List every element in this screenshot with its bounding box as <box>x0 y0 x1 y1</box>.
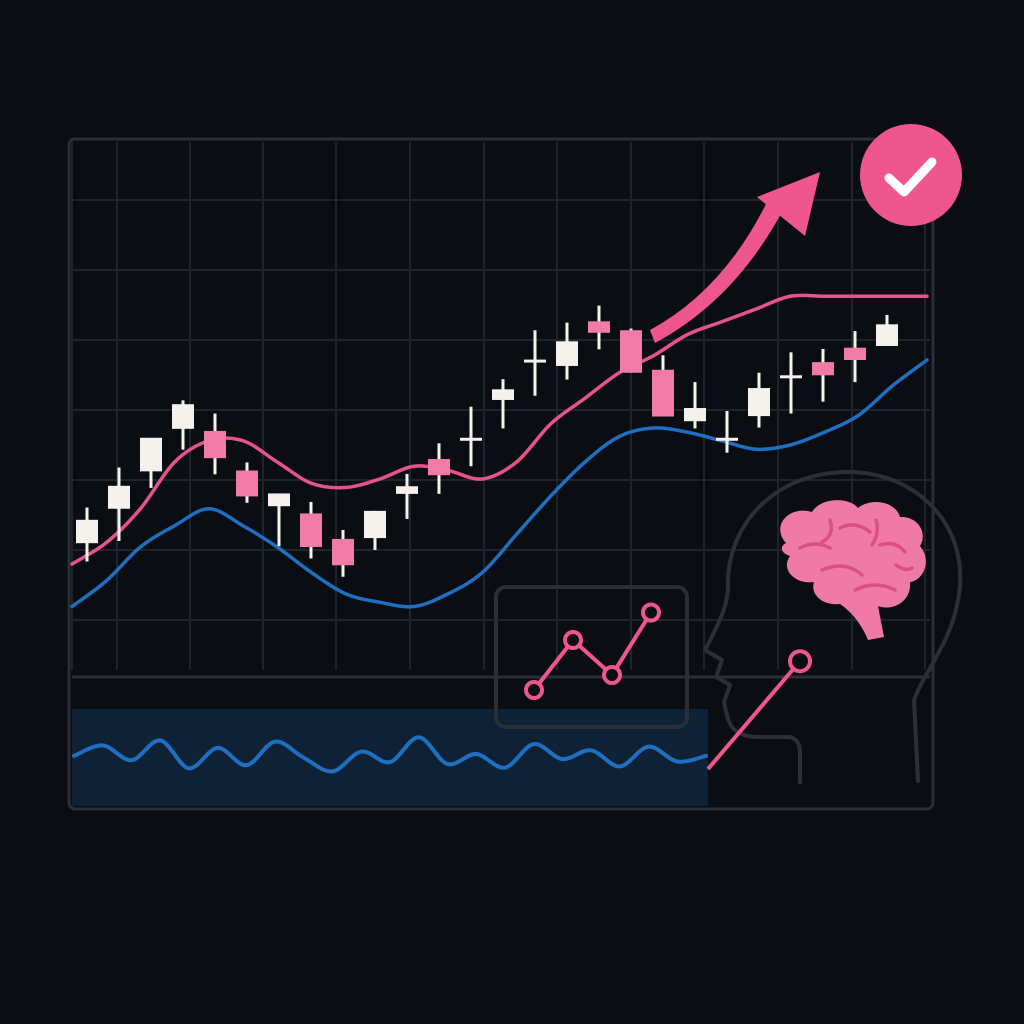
candle-body <box>300 513 322 547</box>
candle-body <box>620 330 642 373</box>
candle-body <box>172 404 194 429</box>
candle-body <box>812 362 834 376</box>
oscillator-panel <box>72 709 708 806</box>
candle <box>716 411 738 453</box>
candle <box>684 382 706 429</box>
candle <box>204 413 226 475</box>
candle-body <box>684 408 706 422</box>
signal-connector <box>706 649 812 771</box>
candle <box>588 305 610 350</box>
candle-body <box>588 321 610 333</box>
brain-icon <box>780 500 926 640</box>
connector-line <box>706 659 802 771</box>
candle-body <box>460 437 482 441</box>
candle-body <box>76 519 98 544</box>
candle <box>268 493 290 547</box>
candle-body <box>556 341 578 366</box>
candle <box>460 406 482 467</box>
candle-body <box>652 369 674 417</box>
candle <box>172 400 194 450</box>
candle-body <box>108 485 130 509</box>
mini-chart-point <box>602 665 622 685</box>
candle <box>748 372 770 428</box>
candle-body <box>204 430 226 459</box>
candle <box>652 355 674 417</box>
connector-node <box>788 649 812 674</box>
candle-body <box>716 437 738 441</box>
candle-body <box>524 359 546 363</box>
candle <box>492 379 514 429</box>
moving-average-blue <box>70 358 929 609</box>
candle-body <box>364 510 386 539</box>
candle-body <box>396 486 418 494</box>
candle-body <box>876 324 898 346</box>
candle <box>140 437 162 488</box>
candle-body <box>332 538 354 566</box>
check-badge <box>860 124 962 226</box>
candle <box>236 462 258 503</box>
candle <box>524 330 546 396</box>
chart-grid <box>71 142 930 670</box>
oscillator-line <box>72 735 708 774</box>
candle-body <box>844 347 866 360</box>
candle <box>396 473 418 519</box>
mini-chart-point <box>524 680 544 700</box>
candle-body <box>268 493 290 507</box>
candle <box>108 467 130 542</box>
candle <box>300 501 322 559</box>
mini-chart-point <box>641 602 661 623</box>
candle <box>556 322 578 380</box>
candle <box>76 507 98 562</box>
candle <box>620 328 642 373</box>
candle-body <box>140 437 162 472</box>
candle <box>844 331 866 383</box>
candle <box>332 530 354 577</box>
candle-body <box>492 389 514 400</box>
candle <box>876 314 898 346</box>
candle <box>364 510 386 550</box>
candle-body <box>780 375 802 379</box>
candlestick-layer <box>76 305 898 577</box>
check-icon <box>884 157 937 197</box>
human-head-icon <box>703 470 963 784</box>
mini-chart-card <box>494 585 689 729</box>
candle <box>812 348 834 402</box>
candle <box>428 443 450 494</box>
candle <box>780 352 802 414</box>
chart-panel <box>67 137 935 811</box>
mini-chart-line <box>532 611 653 692</box>
mini-chart-point <box>563 630 583 650</box>
candle-body <box>236 470 258 497</box>
line-chart-icon <box>524 602 661 700</box>
candle-body <box>428 459 450 476</box>
candle-body <box>748 388 770 417</box>
trend-up-arrow-icon <box>650 172 820 343</box>
oscillator-layer <box>72 735 708 774</box>
